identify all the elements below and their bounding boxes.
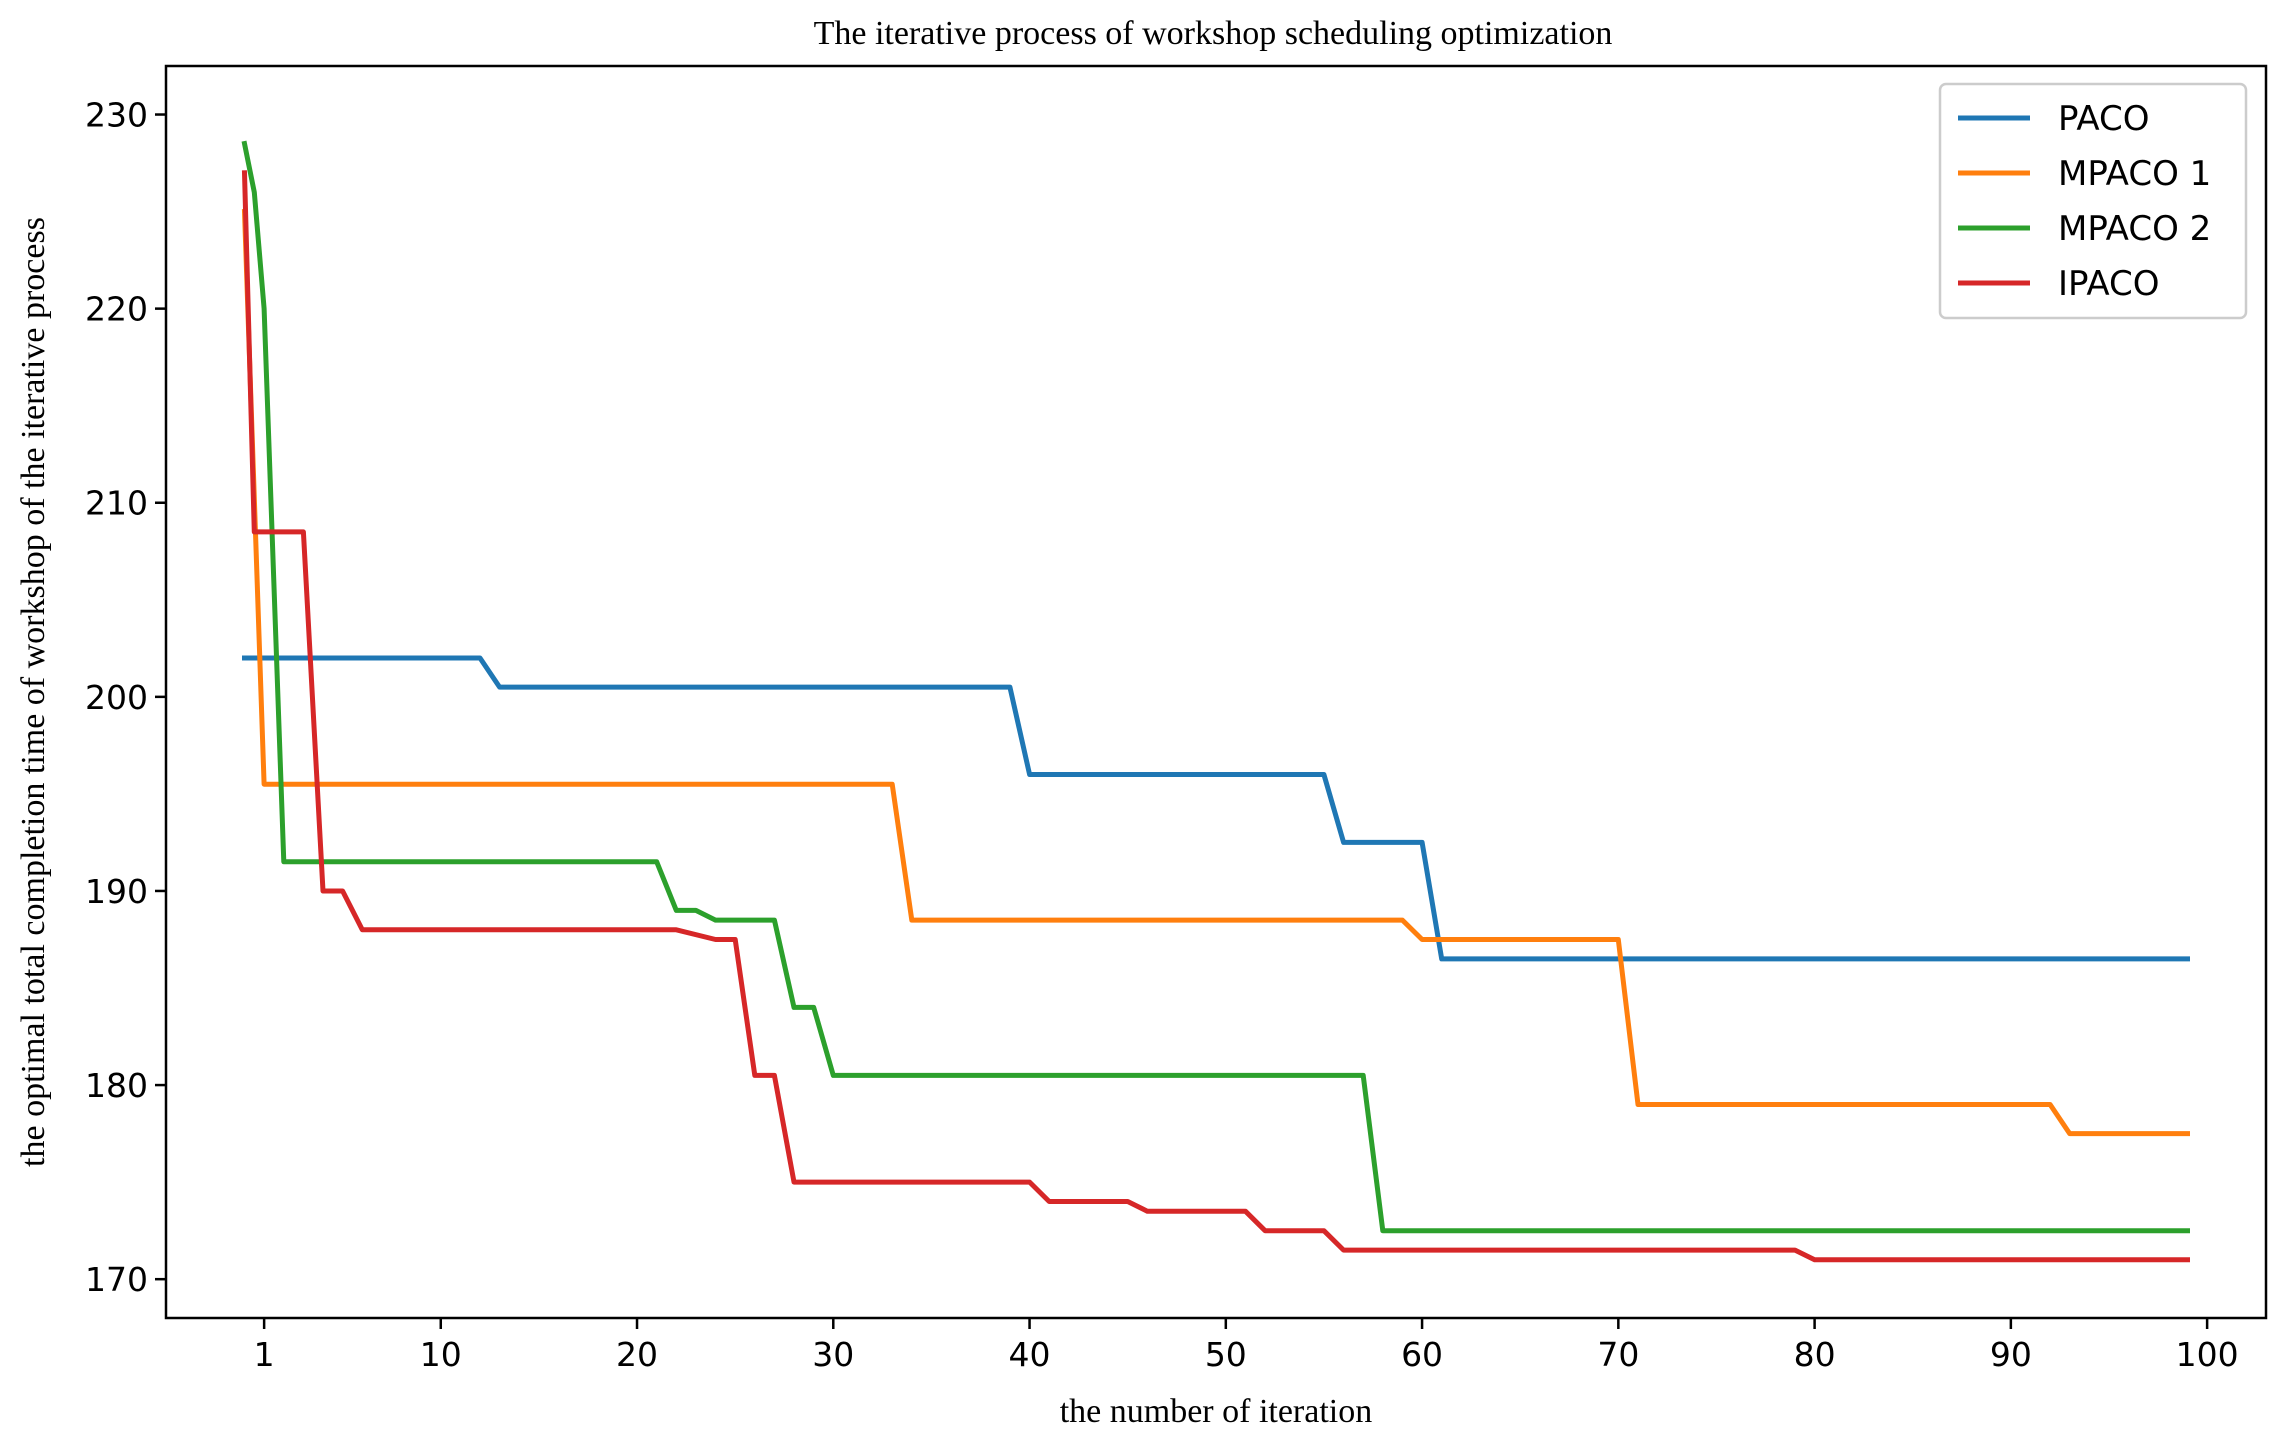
x-tick-label: 50 (1205, 1335, 1247, 1374)
legend-label: MPACO 2 (2058, 209, 2211, 249)
x-tick-label: 60 (1401, 1335, 1443, 1374)
plot-area (241, 140, 2190, 1263)
x-axis-label: the number of iteration (1060, 1393, 1373, 1430)
y-tick-label: 220 (85, 290, 148, 329)
x-tick-label: 30 (812, 1335, 854, 1374)
x-axis: 1 10 20 30 40 50 60 70 80 90 100 (254, 1318, 2239, 1374)
x-tick-label: 1 (254, 1335, 275, 1374)
y-axis: 170 180 190 200 210 220 230 (85, 96, 166, 1299)
legend-label: PACO (2058, 99, 2150, 139)
x-tick-label: 10 (420, 1335, 462, 1374)
legend-label: IPACO (2058, 264, 2160, 304)
x-tick-label: 20 (616, 1335, 658, 1374)
x-tick-label: 40 (1009, 1335, 1051, 1374)
plot-frame (164, 64, 2268, 1320)
legend-box (1938, 82, 2248, 320)
y-axis-label: the optimal total completion time of wor… (15, 217, 52, 1167)
legend: PACO MPACO 1 MPACO 2 IPACO (1938, 82, 2248, 320)
series-line-mpaco-1 (241, 209, 2190, 1137)
y-tick-label: 190 (85, 872, 148, 911)
series-line-mpaco-2 (241, 140, 2190, 1234)
series-line-paco (242, 655, 2190, 962)
series-line-ipaco (241, 170, 2190, 1263)
y-tick-label: 230 (85, 96, 148, 135)
y-tick-label: 180 (85, 1066, 148, 1105)
x-tick-label: 90 (1990, 1335, 2032, 1374)
y-tick-label: 200 (85, 678, 148, 717)
x-tick-label: 100 (2176, 1335, 2239, 1374)
chart-title: The iterative process of workshop schedu… (814, 15, 1613, 52)
x-tick-label: 80 (1794, 1335, 1836, 1374)
y-tick-label: 170 (85, 1260, 148, 1299)
legend-label: MPACO 1 (2058, 154, 2211, 194)
y-tick-label: 210 (85, 484, 148, 523)
x-tick-label: 70 (1597, 1335, 1639, 1374)
